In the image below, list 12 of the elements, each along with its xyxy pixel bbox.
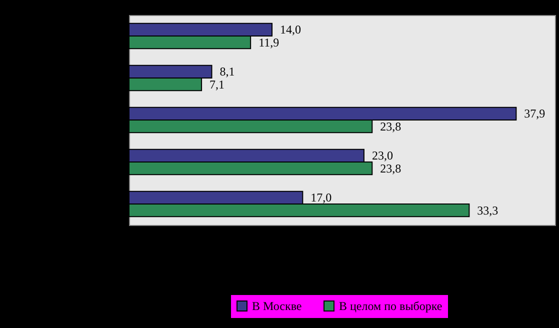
data-label: 23,0 bbox=[372, 148, 393, 163]
data-label: 33,3 bbox=[477, 203, 498, 218]
data-label: 23,8 bbox=[380, 161, 402, 176]
data-label: 14,0 bbox=[280, 22, 302, 37]
data-label: 11,9 bbox=[258, 35, 280, 50]
data-label: 7,1 bbox=[210, 77, 225, 92]
data-label: 8,1 bbox=[220, 64, 235, 79]
legend-label: В целом по выборке bbox=[339, 299, 442, 313]
data-label: 17,0 bbox=[310, 190, 332, 205]
data-label: 37,9 bbox=[524, 106, 546, 121]
legend-label: В Москве bbox=[252, 299, 302, 313]
data-label: 23,8 bbox=[380, 119, 402, 134]
